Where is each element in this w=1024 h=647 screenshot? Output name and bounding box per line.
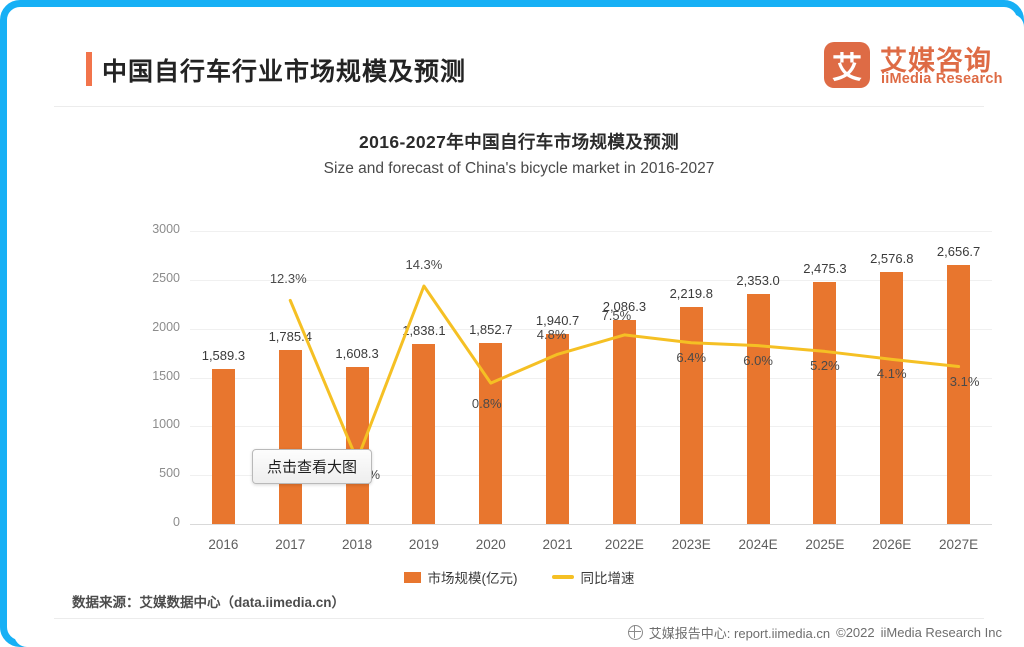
x-axis-tick-label: 2021	[542, 537, 573, 552]
bar[interactable]	[412, 344, 436, 524]
chart-subtitle: Size and forecast of China's bicycle mar…	[323, 160, 715, 177]
x-axis-tick-label: 2019	[408, 537, 439, 552]
bar-value-label: 1,589.3	[201, 347, 246, 363]
x-axis-line	[190, 524, 992, 525]
data-source-note: 数据来源：艾媒数据中心（data.iimedia.cn）	[72, 595, 346, 610]
bar[interactable]	[211, 368, 235, 524]
gridline	[190, 426, 992, 428]
bar[interactable]	[345, 366, 369, 524]
bar[interactable]	[746, 294, 770, 524]
y-axis-tick-label: 0	[173, 515, 180, 529]
iimedia-logo: 艾 艾媒咨询 iiMedia Research	[824, 38, 1006, 94]
x-axis-tick-label: 2025E	[805, 537, 845, 552]
growth-rate-label: 6.0%	[743, 352, 773, 368]
gridline	[190, 475, 992, 477]
y-axis-tick-label: 3000	[152, 222, 180, 236]
report-page: 中国自行车行业市场规模及预测 艾 艾媒咨询 iiMedia Research 2…	[14, 14, 1024, 647]
bar-value-label: 1,785.4	[268, 328, 312, 344]
footer-company: iiMedia Research Inc	[880, 625, 1002, 640]
growth-rate-label: 12.3%	[269, 271, 307, 287]
gridline	[190, 231, 992, 232]
gridline	[190, 279, 992, 281]
bar[interactable]	[612, 320, 636, 524]
bar-value-label: 2,656.7	[936, 243, 981, 259]
growth-rate-label: 4.1%	[876, 366, 907, 382]
chart-legend: 市场规模(亿元) 同比增速	[14, 567, 1024, 587]
growth-rate-label: 3.1%	[949, 373, 980, 389]
footer-copyright: ©2022	[836, 625, 875, 640]
y-axis-tick-label: 1500	[152, 368, 180, 383]
legend-line-swatch-icon	[551, 575, 574, 579]
y-axis-tick-label: 2000	[152, 319, 180, 334]
bar[interactable]	[278, 349, 302, 524]
bar[interactable]	[813, 282, 837, 524]
legend-bar-label: 市场规模(亿元)	[427, 571, 518, 586]
globe-icon	[627, 625, 643, 640]
title-accent-bar	[86, 52, 92, 86]
header-divider	[54, 106, 984, 107]
growth-rate-label: 6.4%	[676, 349, 707, 365]
legend-item-market-size[interactable]: 市场规模(亿元)	[403, 567, 518, 587]
x-axis-tick-label: 2020	[475, 537, 506, 552]
bar[interactable]	[880, 272, 904, 524]
bar-value-label: 1,852.7	[469, 322, 513, 338]
growth-rate-label: 14.3%	[405, 257, 443, 272]
logo-mark-icon: 艾	[824, 42, 870, 88]
x-axis-tick-label: 2027E	[939, 537, 979, 552]
y-axis-tick-label: 2500	[152, 270, 180, 285]
chart-title: 2016-2027年中国自行车市场规模及预测	[359, 132, 679, 152]
legend-line-label: 同比增速	[580, 571, 635, 586]
bar[interactable]	[479, 343, 503, 524]
x-axis-tick-label: 2026E	[872, 537, 912, 552]
bar-value-label: 2,219.8	[669, 286, 713, 302]
y-axis-tick-label: 500	[159, 466, 180, 481]
bar-value-label: 2,576.8	[870, 251, 914, 267]
page-title: 中国自行车行业市场规模及预测	[102, 58, 467, 86]
bar-value-label: 2,475.3	[803, 261, 847, 277]
enlarge-image-tooltip[interactable]: 点击查看大图	[252, 449, 373, 484]
footer-divider	[54, 618, 984, 619]
page-footer: 艾媒报告中心: report.iimedia.cn ©2022 iiMedia …	[627, 623, 1002, 642]
growth-rate-label: 7.5%	[601, 307, 632, 323]
x-axis-tick-label: 2024E	[738, 537, 778, 552]
bar-value-label: 1,940.7	[535, 313, 580, 329]
x-axis-tick-label: 2022E	[604, 537, 644, 552]
y-axis-tick-label: 1000	[152, 417, 180, 432]
footer-report-center[interactable]: 艾媒报告中心: report.iimedia.cn	[648, 626, 831, 641]
logo-name-cn: 艾媒咨询	[880, 46, 992, 76]
x-axis-tick-label: 2023E	[671, 537, 711, 552]
bar-value-label: 2,353.0	[736, 273, 780, 289]
page-header: 中国自行车行业市场规模及预测 艾 艾媒咨询 iiMedia Research	[14, 14, 1024, 99]
bar-value-label: 1,608.3	[335, 345, 379, 361]
growth-rate-label: 0.8%	[471, 396, 502, 412]
bar-value-label: 1,838.1	[402, 323, 446, 339]
legend-item-growth-rate[interactable]: 同比增速	[551, 567, 635, 587]
x-axis-tick-label: 2017	[275, 537, 306, 552]
chart-plot-area[interactable]: 0 500 1000 1500 2000 2500 3000 1,589.3 2016 1,785…	[14, 14, 1024, 647]
growth-rate-label: 5.2%	[810, 358, 840, 374]
legend-bar-swatch-icon	[403, 571, 421, 583]
bar[interactable]	[679, 307, 703, 524]
x-axis-tick-label: 2018	[342, 537, 373, 552]
bar[interactable]	[947, 264, 971, 524]
bar[interactable]	[546, 334, 570, 524]
growth-rate-label: 4.8%	[536, 327, 567, 343]
x-axis-tick-label: 2016	[208, 537, 239, 552]
logo-name-en: iiMedia Research	[881, 71, 1003, 87]
